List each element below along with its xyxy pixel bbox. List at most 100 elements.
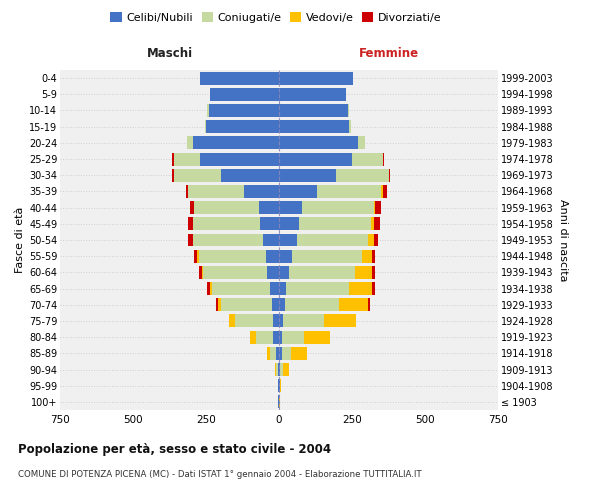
Bar — [256, 330, 273, 344]
Bar — [279, 185, 317, 198]
Bar — [282, 347, 290, 360]
Bar — [371, 218, 374, 230]
Bar — [279, 347, 282, 360]
Bar — [194, 250, 197, 262]
Bar — [172, 169, 174, 181]
Bar — [373, 266, 376, 279]
Bar — [299, 218, 371, 230]
Bar — [211, 88, 279, 101]
Bar — [304, 330, 330, 344]
Bar — [317, 185, 381, 198]
Bar — [275, 363, 276, 376]
Bar — [279, 234, 296, 246]
Bar — [278, 363, 279, 376]
Bar — [286, 282, 349, 295]
Bar — [292, 250, 362, 262]
Bar — [188, 218, 193, 230]
Bar — [368, 234, 374, 246]
Bar — [218, 298, 221, 311]
Text: Popolazione per età, sesso e stato civile - 2004: Popolazione per età, sesso e stato civil… — [18, 442, 331, 456]
Bar — [221, 169, 279, 181]
Bar — [174, 169, 221, 181]
Bar — [193, 218, 260, 230]
Bar — [187, 136, 193, 149]
Bar — [349, 120, 350, 133]
Bar — [203, 266, 268, 279]
Bar — [336, 169, 389, 181]
Bar — [279, 72, 353, 85]
Bar — [280, 379, 281, 392]
Bar — [347, 104, 349, 117]
Bar — [212, 282, 270, 295]
Bar — [244, 185, 279, 198]
Bar — [235, 314, 273, 328]
Bar — [302, 201, 374, 214]
Bar — [197, 250, 199, 262]
Bar — [206, 120, 279, 133]
Bar — [289, 266, 355, 279]
Bar — [381, 185, 383, 198]
Bar — [276, 347, 279, 360]
Bar — [211, 282, 212, 295]
Bar — [270, 347, 276, 360]
Bar — [199, 266, 202, 279]
Bar — [200, 72, 279, 85]
Bar — [208, 282, 211, 295]
Bar — [172, 152, 174, 166]
Bar — [272, 298, 279, 311]
Bar — [358, 136, 365, 149]
Bar — [362, 250, 373, 262]
Bar — [279, 218, 299, 230]
Bar — [383, 185, 387, 198]
Bar — [368, 298, 370, 311]
Bar — [279, 169, 336, 181]
Y-axis label: Fasce di età: Fasce di età — [14, 207, 25, 273]
Text: Maschi: Maschi — [146, 48, 193, 60]
Bar — [374, 201, 376, 214]
Bar — [199, 250, 266, 262]
Bar — [376, 201, 381, 214]
Bar — [193, 234, 263, 246]
Bar — [290, 347, 307, 360]
Bar — [188, 234, 193, 246]
Bar — [188, 185, 244, 198]
Bar — [194, 201, 259, 214]
Bar — [374, 218, 380, 230]
Bar — [389, 169, 390, 181]
Bar — [285, 298, 339, 311]
Bar — [202, 266, 203, 279]
Bar — [208, 104, 209, 117]
Bar — [216, 298, 218, 311]
Bar — [221, 298, 272, 311]
Bar — [324, 314, 356, 328]
Bar — [283, 314, 324, 328]
Bar — [355, 266, 373, 279]
Text: COMUNE DI POTENZA PICENA (MC) - Dati ISTAT 1° gennaio 2004 - Elaborazione TUTTIT: COMUNE DI POTENZA PICENA (MC) - Dati IST… — [18, 470, 422, 479]
Bar — [279, 104, 347, 117]
Bar — [209, 104, 279, 117]
Bar — [270, 282, 279, 295]
Bar — [185, 185, 188, 198]
Bar — [263, 234, 279, 246]
Bar — [273, 330, 279, 344]
Bar — [383, 152, 384, 166]
Bar — [190, 201, 194, 214]
Bar — [193, 136, 279, 149]
Bar — [279, 282, 286, 295]
Bar — [280, 363, 283, 376]
Bar — [200, 152, 279, 166]
Legend: Celibi/Nubili, Coniugati/e, Vedovi/e, Divorziati/e: Celibi/Nubili, Coniugati/e, Vedovi/e, Di… — [106, 8, 446, 28]
Bar — [279, 363, 280, 376]
Bar — [174, 152, 200, 166]
Text: Femmine: Femmine — [358, 48, 419, 60]
Bar — [266, 250, 279, 262]
Bar — [268, 347, 270, 360]
Bar — [260, 218, 279, 230]
Bar — [205, 120, 206, 133]
Bar — [373, 250, 376, 262]
Bar — [279, 330, 282, 344]
Bar — [339, 298, 368, 311]
Bar — [276, 363, 278, 376]
Y-axis label: Anni di nascita: Anni di nascita — [557, 198, 568, 281]
Bar — [229, 314, 235, 328]
